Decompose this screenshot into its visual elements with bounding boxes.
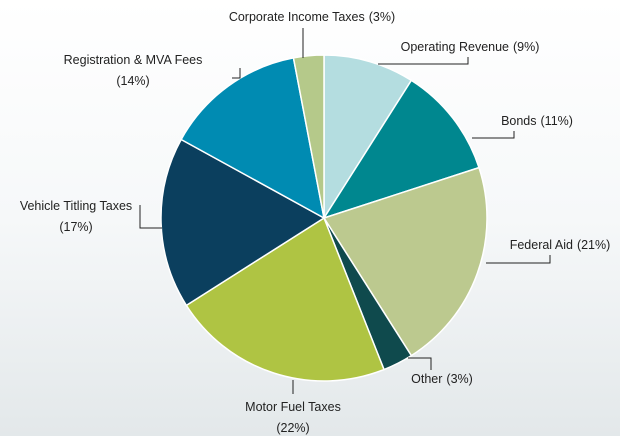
slice-label-value: (11%) — [541, 114, 573, 128]
slice-label-name: Operating Revenue — [401, 40, 509, 54]
slice-label-name: Federal Aid — [510, 238, 573, 252]
slice-label-value: (14%) — [116, 74, 149, 88]
pie — [161, 55, 487, 381]
slice-label: Federal Aid (21%) — [510, 238, 611, 252]
slice-label-name: Corporate Income Taxes — [229, 10, 365, 24]
slice-label: Corporate Income Taxes (3%) — [229, 10, 395, 24]
slice-label-value: (3%) — [446, 372, 472, 386]
page: Operating Revenue (9%) Bonds (11%) Federal A… — [0, 0, 620, 436]
slice-label-value: (17%) — [59, 220, 92, 234]
slice-label-value: (9%) — [513, 40, 539, 54]
slice-label-name: Other — [411, 372, 442, 386]
slice-label-value: (22%) — [276, 421, 309, 435]
slice-label-name: Registration & MVA Fees — [64, 53, 203, 67]
chart: Operating Revenue (9%) Bonds (11%) Federal A… — [0, 0, 620, 436]
slice-label: Other (3%) — [411, 372, 473, 386]
slice-label-value: (21%) — [577, 238, 610, 252]
slice-label: Operating Revenue (9%) — [401, 40, 540, 54]
slice-label-name: Bonds — [501, 114, 536, 128]
slice-label-value: (3%) — [369, 10, 395, 24]
slice-label-name: Vehicle Titling Taxes — [20, 199, 132, 213]
slice-label-name: Motor Fuel Taxes — [245, 400, 341, 414]
